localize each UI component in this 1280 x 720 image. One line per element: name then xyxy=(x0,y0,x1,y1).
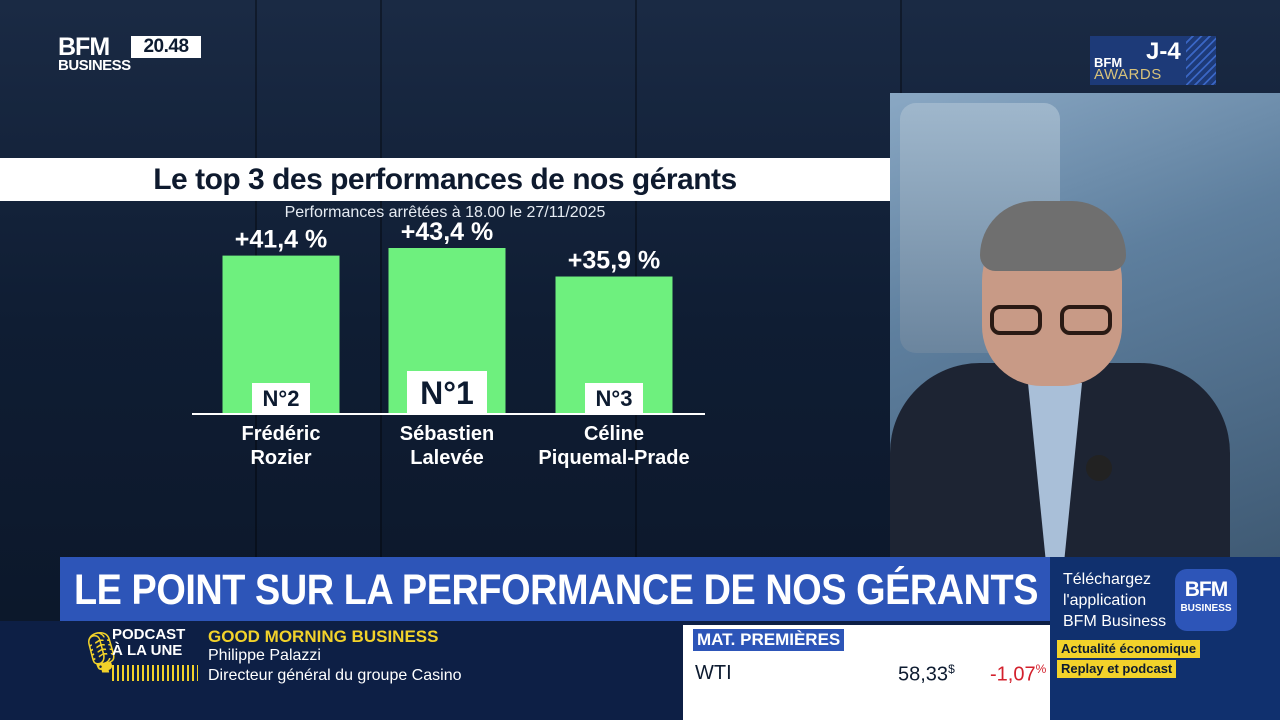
market-change-value: -1,07 xyxy=(990,663,1036,686)
headline-text: LE POINT SUR LA PERFORMANCE DE NOS GÉRAN… xyxy=(74,566,1039,614)
market-instrument: WTI xyxy=(695,662,732,684)
channel-logo-line1: BFM xyxy=(58,33,110,61)
app-promo-text: Téléchargez l'application BFM Business xyxy=(1063,569,1183,632)
app-promo-line3: BFM Business xyxy=(1063,613,1167,630)
rank-label: N°1 xyxy=(420,375,474,411)
headline-banner: LE POINT SUR LA PERFORMANCE DE NOS GÉRAN… xyxy=(60,557,1050,621)
category-label: Lalevée xyxy=(410,447,483,469)
on-air-clock: 20.48 xyxy=(131,36,201,58)
wall-panel-divider xyxy=(380,0,382,720)
app-logo-icon: BFM BUSINESS xyxy=(1175,569,1237,631)
app-tag-replay: Replay et podcast xyxy=(1057,660,1177,678)
awards-stripe-pattern xyxy=(1186,36,1216,85)
app-promo-line2: l'application xyxy=(1063,592,1147,609)
category-label: Céline xyxy=(584,423,644,445)
app-logo-line1: BFM xyxy=(1184,578,1229,601)
market-change: -1,07% xyxy=(990,662,1046,687)
app-tag-news: Actualité économique xyxy=(1057,640,1201,658)
category-label: Rozier xyxy=(250,447,311,469)
app-promo-line1: Téléchargez xyxy=(1063,571,1152,588)
lapel-microphone-icon xyxy=(1086,455,1112,481)
rank-badge xyxy=(252,383,310,413)
rank-badge xyxy=(585,383,643,413)
market-change-unit: % xyxy=(1035,662,1047,676)
audio-waveform-icon xyxy=(112,665,198,681)
rank-label: N°3 xyxy=(596,386,633,411)
guest-name: Philippe Palazzi xyxy=(208,647,321,664)
chart-subtitle: Performances arrêtées à 18.00 le 27/11/2… xyxy=(284,204,606,221)
awards-countdown: J-4 xyxy=(1146,38,1181,65)
podcast-badge: 🎙 PODCAST À LA UNE xyxy=(70,627,200,687)
awards-badge: BFM AWARDS J-4 xyxy=(1090,36,1216,85)
bar-value-label: +41,4 % xyxy=(235,226,327,254)
category-label: Sébastien xyxy=(400,423,494,445)
channel-logo-line2: BUSINESS xyxy=(58,57,131,74)
studio-camera-feed xyxy=(890,93,1280,558)
rank-label: N°2 xyxy=(263,386,300,411)
bar-value-label: +43,4 % xyxy=(401,218,493,246)
bar-value-label: +35,9 % xyxy=(568,247,660,275)
market-price: 58,33$ xyxy=(898,662,955,687)
app-promo-panel xyxy=(1050,557,1280,720)
awards-bfm: BFM xyxy=(1094,55,1123,70)
chart-title-band xyxy=(0,158,890,201)
guest-role: Directeur général du groupe Casino xyxy=(208,667,462,684)
app-logo-line2: BUSINESS xyxy=(1180,603,1232,614)
market-category: MAT. PREMIÈRES xyxy=(693,629,845,651)
channel-logo: BFM BUSINESS xyxy=(58,33,131,74)
category-label: Frédéric xyxy=(242,423,321,445)
market-price-value: 58,33 xyxy=(898,663,949,686)
podcast-label-line2: À LA UNE xyxy=(112,642,183,659)
rank-badge xyxy=(407,371,487,413)
chart-title: Le top 3 des performances de nos gérants xyxy=(153,163,737,196)
awards-label: AWARDS xyxy=(1094,66,1162,83)
guest-glasses xyxy=(990,305,1114,335)
guest-hair xyxy=(980,201,1126,271)
market-currency: $ xyxy=(948,662,955,676)
show-name: GOOD MORNING BUSINESS xyxy=(208,627,439,646)
podcast-label-line1: PODCAST xyxy=(112,626,186,643)
category-label: Piquemal-Prade xyxy=(538,447,689,469)
